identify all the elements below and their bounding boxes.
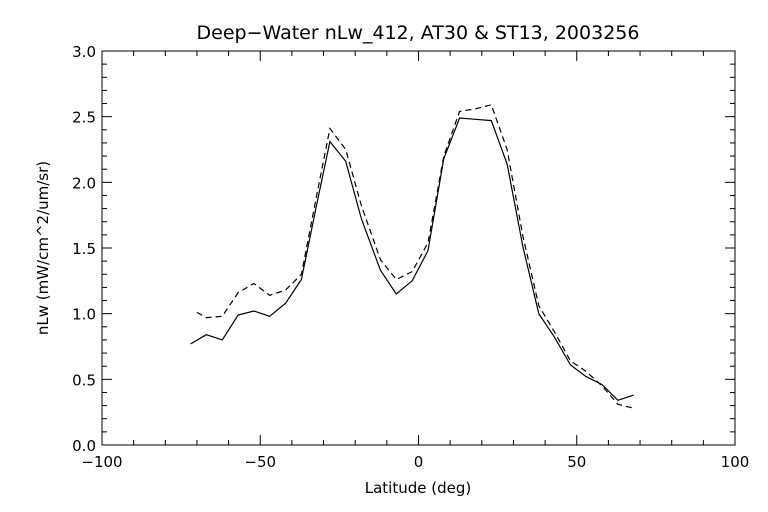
y-tick-label: 0.0 (72, 437, 96, 455)
x-tick-label: 50 (567, 453, 586, 471)
y-axis-label: nLw (mW/cm^2/um/sr) (34, 161, 52, 335)
axis-tick-labels: −100 −50 0 50 100 0.0 0.5 1.0 1.5 2.0 2.5 3.0 (72, 43, 749, 471)
y-tick-label: 2.0 (72, 174, 96, 192)
x-tick-label: −50 (244, 453, 276, 471)
plot-frame (101, 50, 736, 446)
chart-title: Deep−Water nLw_412, AT30 & ST13, 2003256 (197, 22, 640, 44)
y-tick-label: 0.5 (72, 371, 96, 389)
y-tick-label: 2.5 (72, 109, 96, 127)
x-tick-label: 100 (721, 453, 750, 471)
series-group (190, 104, 634, 409)
x-axis-label: Latitude (deg) (365, 479, 471, 497)
x-tick-label: 0 (414, 453, 424, 471)
y-tick-label: 3.0 (72, 43, 96, 61)
series-line-solid (190, 117, 634, 401)
axis-ticks (101, 50, 736, 446)
series-line-dashed (196, 104, 634, 409)
y-tick-label: 1.5 (72, 240, 96, 258)
y-tick-label: 1.0 (72, 306, 96, 324)
x-tick-label: −100 (81, 453, 122, 471)
